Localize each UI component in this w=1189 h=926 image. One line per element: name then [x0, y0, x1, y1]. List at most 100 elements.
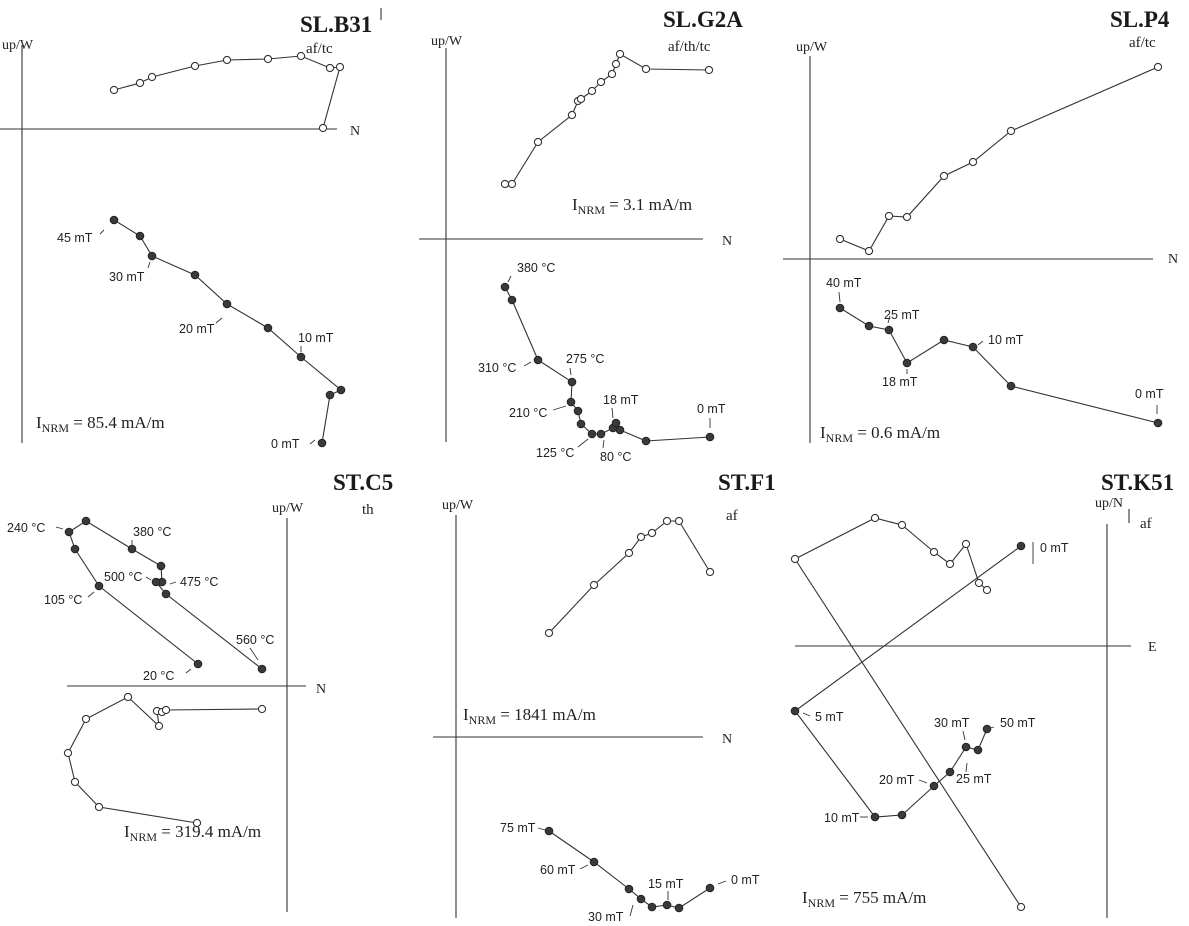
label-leader — [962, 730, 966, 741]
filled-point — [190, 270, 200, 280]
open-point — [884, 211, 894, 221]
open-point — [587, 86, 597, 96]
step-label: 18 mT — [882, 375, 918, 389]
step-label: 380 °C — [133, 525, 171, 539]
open-point — [576, 94, 586, 104]
filled-point — [533, 355, 543, 365]
open-path — [548, 520, 711, 634]
open-point — [135, 78, 145, 88]
filled-point — [790, 706, 800, 716]
open-point — [961, 539, 971, 549]
filled-point — [263, 323, 273, 333]
filled-point — [500, 282, 510, 292]
step-label: 20 °C — [143, 669, 174, 683]
step-label: 80 °C — [600, 450, 631, 464]
label-leader — [577, 438, 589, 448]
filled-point — [147, 251, 157, 261]
treatment-code: af — [726, 508, 738, 524]
open-point — [611, 59, 621, 69]
filled-point — [589, 857, 599, 867]
filled-point — [257, 664, 267, 674]
vertical-axis-label: up/W — [796, 40, 828, 55]
open-point — [1006, 126, 1016, 136]
step-label: 500 °C — [104, 570, 142, 584]
nrm-intensity: INRM = 1841 mA/m — [463, 705, 596, 727]
filled-point — [982, 724, 992, 734]
treatment-code: af/th/tc — [668, 39, 711, 55]
open-point — [705, 567, 715, 577]
filled-point — [70, 544, 80, 554]
filled-point — [161, 589, 171, 599]
step-label: 15 mT — [648, 877, 684, 891]
filled-point — [576, 419, 586, 429]
open-point — [596, 77, 606, 87]
filled-point — [884, 325, 894, 335]
open-point — [533, 137, 543, 147]
nrm-intensity: INRM = 85.4 mA/m — [36, 413, 165, 435]
step-label: 475 °C — [180, 575, 218, 589]
open-point — [902, 212, 912, 222]
panel-sl-p4: SL.P4 up/W af/tc N 40 mT — [783, 7, 1178, 445]
filled-points — [835, 303, 1163, 428]
nrm-intensity: INRM = 319.4 mA/m — [124, 822, 261, 844]
filled-points — [109, 215, 346, 448]
step-label: 0 mT — [697, 402, 726, 416]
open-points — [835, 62, 1163, 256]
filled-point — [624, 884, 634, 894]
step-label: 40 mT — [826, 276, 862, 290]
open-point — [704, 65, 714, 75]
filled-point — [902, 358, 912, 368]
filled-point — [507, 295, 517, 305]
panel-st-c5: ST.C5 up/W th N — [7, 470, 393, 912]
label-leader — [579, 864, 589, 870]
filled-point — [662, 900, 672, 910]
open-point — [974, 578, 984, 588]
filled-point — [870, 812, 880, 822]
open-point — [1016, 902, 1026, 912]
label-leader — [99, 229, 105, 235]
filled-point — [135, 231, 145, 241]
label-leader — [965, 762, 968, 773]
filled-point — [968, 342, 978, 352]
step-label: 275 °C — [566, 352, 604, 366]
filled-point — [929, 781, 939, 791]
open-point — [790, 554, 800, 564]
label-leader — [989, 726, 995, 729]
treatment-code: af — [1140, 516, 1152, 532]
step-label: 20 mT — [179, 322, 215, 336]
horizontal-axis-label: N — [722, 234, 732, 249]
filled-point — [864, 321, 874, 331]
filled-point — [151, 577, 161, 587]
filled-point — [109, 215, 119, 225]
open-point — [945, 559, 955, 569]
open-point — [835, 234, 845, 244]
label-leader — [802, 712, 811, 717]
open-point — [567, 110, 577, 120]
open-point — [154, 721, 164, 731]
open-point — [507, 179, 517, 189]
filled-point — [961, 742, 971, 752]
open-point — [544, 628, 554, 638]
step-label: 20 mT — [879, 773, 915, 787]
open-point — [939, 171, 949, 181]
label-leader — [249, 647, 259, 661]
filled-point — [81, 516, 91, 526]
nrm-intensity: INRM = 3.1 mA/m — [572, 195, 692, 217]
filled-point — [636, 894, 646, 904]
filled-point — [567, 377, 577, 387]
filled-point — [641, 436, 651, 446]
filled-path — [113, 219, 343, 444]
panel-st-f1: ST.F1 up/W af N 75 mT — [433, 470, 776, 924]
open-points — [790, 513, 1026, 912]
filled-point — [615, 425, 625, 435]
step-label: 60 mT — [540, 863, 576, 877]
panel-sl-b31: SL.B31 up/W af/tc N — [0, 8, 382, 451]
filled-point — [566, 397, 576, 407]
step-label: 560 °C — [236, 633, 274, 647]
label-leader — [215, 317, 223, 324]
panel-title: ST.C5 — [333, 470, 393, 495]
step-label: 25 mT — [956, 772, 992, 786]
open-point — [325, 63, 335, 73]
vertical-axis-label: up/W — [2, 38, 34, 53]
